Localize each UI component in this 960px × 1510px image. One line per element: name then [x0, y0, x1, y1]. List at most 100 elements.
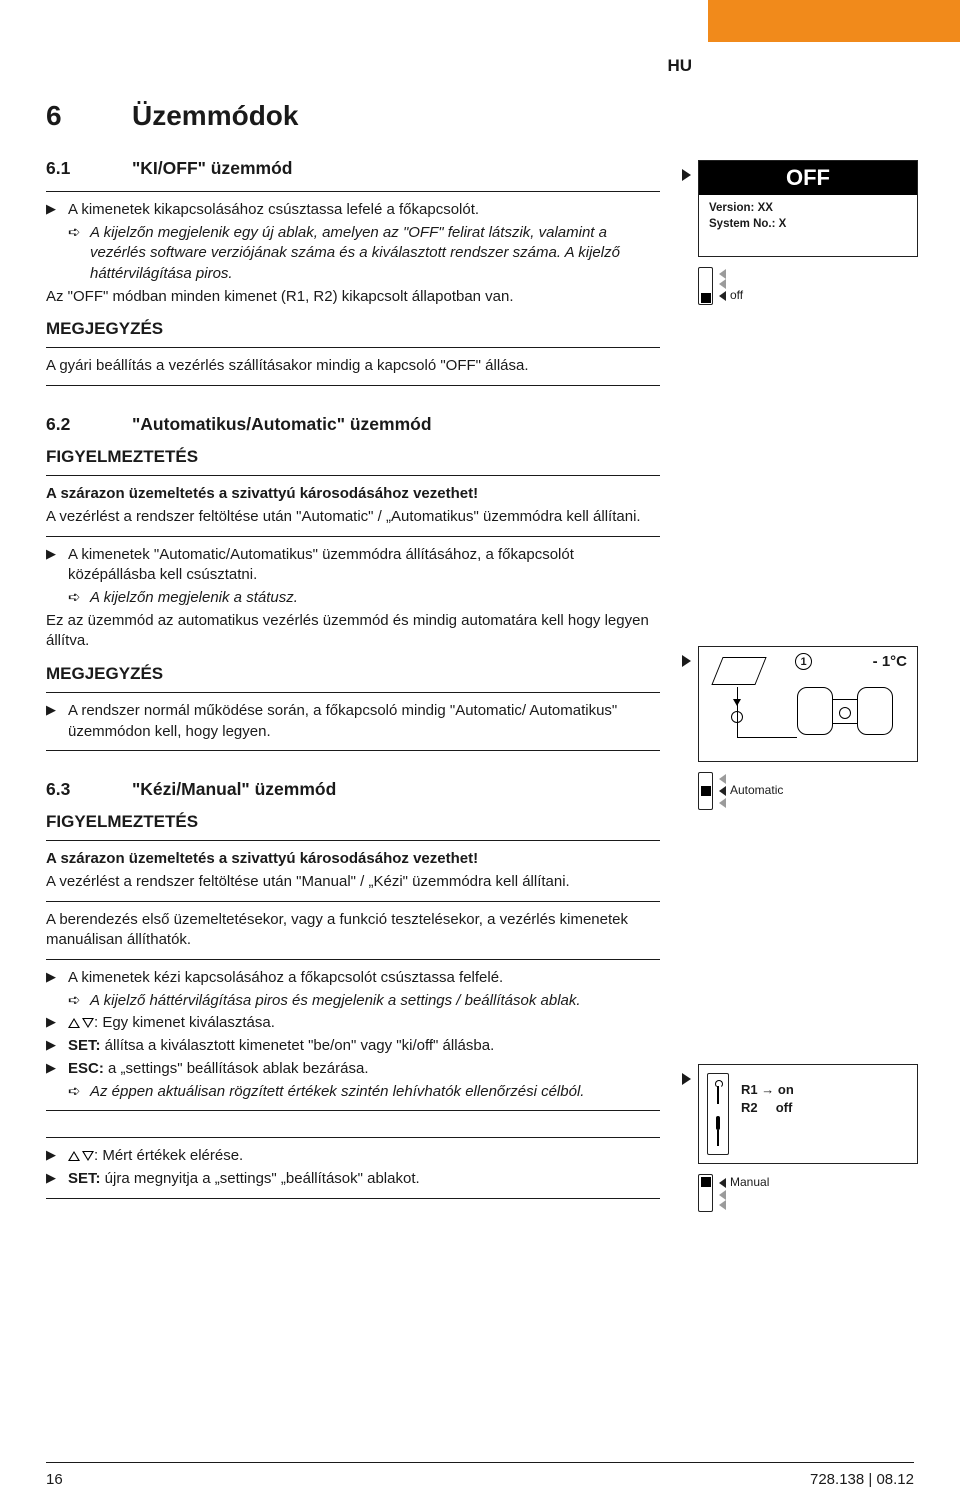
paragraph: A berendezés első üzemeltetésekor, vagy …	[46, 910, 660, 951]
triangle-left-icon	[719, 279, 726, 289]
bullet-prefix: ESC:	[68, 1060, 104, 1077]
footer: 16 728.138 | 08.12	[46, 1462, 914, 1488]
arrow-right-icon: ➪	[68, 1082, 90, 1103]
paragraph: Ez az üzemmód az automatikus vezérlés üz…	[46, 611, 660, 652]
figure-off	[682, 168, 697, 185]
bullet-text: SET: újra megnyitja a „settings" „beállí…	[68, 1169, 660, 1190]
bullet-tail: : Mért értékek elérése.	[94, 1147, 243, 1164]
heading-6-3-title: "Kézi/Manual" üzemmód	[132, 779, 336, 799]
heading-6-number: 6	[46, 100, 132, 132]
sub-bullet: ➪ A kijelzőn megjelenik egy új ablak, am…	[46, 223, 660, 285]
triangle-right-icon: ▶	[46, 545, 68, 563]
lcd-off-body: Version: XX System No.: X	[699, 195, 917, 256]
arrow-right-icon: ➪	[68, 223, 90, 244]
tank-icon	[797, 687, 833, 735]
switch-rail	[698, 1174, 713, 1212]
triangle-left-icon	[719, 269, 726, 279]
doc-reference: 728.138 | 08.12	[810, 1471, 914, 1488]
bullet: ▶ A kimenetek kézi kapcsolásához a főkap…	[46, 968, 660, 989]
triangle-left-icon	[719, 291, 726, 301]
bullet-text: A kimenetek "Automatic/Automatikus" üzem…	[68, 545, 660, 586]
rule	[46, 840, 660, 841]
bullet-text: A rendszer normál működése során, a főka…	[68, 701, 660, 742]
sub-bullet-text: A kijelzőn megjelenik egy új ablak, amel…	[90, 223, 660, 285]
triangle-right-icon: ▶	[46, 1146, 68, 1164]
figure-auto-lcd: 1 - 1°C	[698, 646, 918, 810]
bullet-tail: újra megnyitja a „settings" „beállítások…	[101, 1170, 420, 1187]
warning-heading: FIGYELMEZTETÉS	[46, 812, 660, 832]
man-r2: R2	[741, 1100, 758, 1115]
note-heading: MEGJEGYZÉS	[46, 319, 660, 339]
man-r1-state: on	[778, 1082, 794, 1097]
tank-icon	[857, 687, 893, 735]
triangle-right-icon: ▶	[46, 701, 68, 719]
pump-icon	[839, 707, 851, 719]
triangle-left-icon	[719, 1178, 726, 1188]
man-r2-state: off	[776, 1100, 793, 1115]
heading-6-1-title: "KI/OFF" üzemmód	[132, 158, 292, 178]
sub-bullet-text: A kijelzőn megjelenik a státusz.	[90, 588, 660, 609]
triangle-left-icon	[719, 798, 726, 808]
switch-rail	[698, 772, 713, 810]
bullet-prefix: SET:	[68, 1037, 101, 1054]
warning-text: A vezérlést a rendszer feltöltése után "…	[46, 872, 660, 893]
triangle-up-icon	[68, 1151, 80, 1161]
bullet: ▶ SET: újra megnyitja a „settings" „beál…	[46, 1169, 660, 1190]
heading-6-title: Üzemmódok	[132, 100, 298, 131]
bullet-tail: állítsa a kiválasztott kimenetet "be/on"…	[101, 1037, 495, 1054]
rule	[46, 385, 660, 386]
warning-text: A vezérlést a rendszer feltöltése után "…	[46, 507, 660, 528]
triangle-left-icon	[719, 1200, 726, 1210]
bullet: ▶ : Mért értékek elérése.	[46, 1146, 660, 1167]
pump-icon	[731, 711, 743, 723]
warning-bold: A szárazon üzemeltetés a szivattyú káros…	[46, 849, 660, 870]
rule	[46, 475, 660, 476]
heading-6-1: 6.1"KI/OFF" üzemmód	[46, 158, 660, 179]
switch-knob	[701, 786, 711, 796]
heading-6: 6Üzemmódok	[46, 100, 660, 132]
rule	[46, 1137, 660, 1138]
figure-manual-lcd: R1 → on R2 off Manual	[698, 1064, 918, 1212]
switch-label-off: off	[730, 289, 743, 303]
wrench-icon	[712, 1080, 724, 1108]
rule	[46, 191, 660, 192]
heading-6-2: 6.2"Automatikus/Automatic" üzemmód	[46, 414, 660, 435]
triangle-right-icon: ▶	[46, 968, 68, 986]
switch-label-manual: Manual	[730, 1176, 769, 1190]
heading-6-3: 6.3"Kézi/Manual" üzemmód	[46, 779, 660, 800]
lcd-manual-text: R1 → on R2 off	[741, 1081, 794, 1116]
switch-off: off	[698, 267, 918, 305]
note-body: A gyári beállítás a vezérlés szállításak…	[46, 356, 660, 377]
sub-bullet: ➪ Az éppen aktuálisan rögzített értékek …	[46, 1082, 660, 1103]
heading-6-2-title: "Automatikus/Automatic" üzemmód	[132, 414, 432, 434]
switch-knob	[701, 1177, 711, 1187]
page-number: 16	[46, 1471, 63, 1488]
triangle-right-icon: ▶	[46, 1169, 68, 1187]
lcd-off: OFF Version: XX System No.: X	[698, 160, 918, 257]
section-6-2: 6.2"Automatikus/Automatic" üzemmód FIGYE…	[46, 414, 660, 751]
switch-labels: Automatic	[719, 774, 783, 808]
switch-rail	[698, 267, 713, 305]
rule	[46, 750, 660, 751]
rule	[46, 347, 660, 348]
heading-6-2-number: 6.2	[46, 414, 132, 435]
arrow-right-icon: ➪	[68, 991, 90, 1012]
language-tag: HU	[667, 56, 692, 76]
rule	[46, 536, 660, 537]
bullet: ▶ A kimenetek "Automatic/Automatikus" üz…	[46, 545, 660, 586]
figure-off-lcd: OFF Version: XX System No.: X off	[698, 160, 918, 305]
bullet-text: A kimenetek kézi kapcsolásához a főkapcs…	[68, 968, 660, 989]
tool-column	[707, 1073, 729, 1155]
header-orange-bar	[708, 0, 960, 42]
rule	[46, 1198, 660, 1199]
bullet-tail: a „settings" beállítások ablak bezárása.	[104, 1060, 369, 1077]
rule	[46, 901, 660, 902]
rule	[46, 959, 660, 960]
lcd-off-line1: Version: XX	[709, 201, 907, 217]
section-6-1: 6.1"KI/OFF" üzemmód ▶ A kimenetek kikapc…	[46, 158, 660, 386]
heading-6-1-number: 6.1	[46, 158, 132, 179]
warning-bold: A szárazon üzemeltetés a szivattyú káros…	[46, 484, 660, 505]
arrow-right-icon: ➪	[68, 588, 90, 609]
triangle-left-icon	[719, 774, 726, 784]
bullet: ▶ SET: állítsa a kiválasztott kimenetet …	[46, 1036, 660, 1057]
